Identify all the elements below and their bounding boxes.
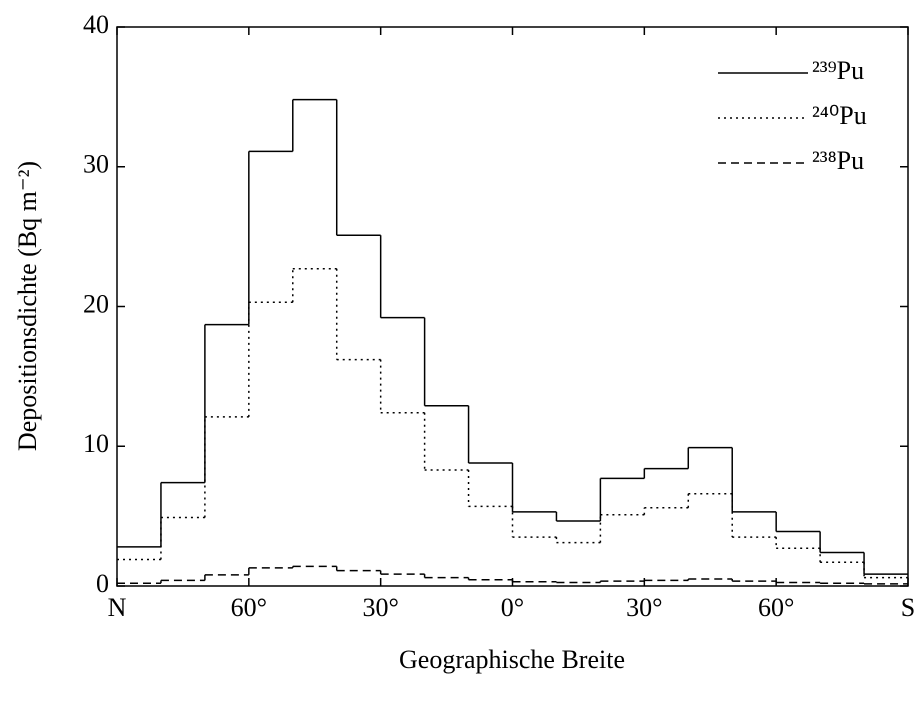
x-axis-label: Geographische Breite — [399, 645, 625, 674]
x-tick-label: S — [901, 593, 915, 622]
x-tick-label: 0° — [501, 593, 524, 622]
legend-label: ²³⁸Pu — [812, 146, 864, 175]
x-tick-label: 60° — [758, 593, 794, 622]
x-tick-label: 60° — [231, 593, 267, 622]
y-tick-label: 20 — [83, 289, 109, 318]
y-tick-label: 10 — [83, 429, 109, 458]
legend-label: ²⁴⁰Pu — [812, 101, 867, 130]
x-tick-label: N — [108, 593, 127, 622]
y-tick-label: 40 — [83, 10, 109, 39]
x-tick-label: 30° — [362, 593, 398, 622]
y-tick-label: 30 — [83, 150, 109, 179]
legend-label: ²³⁹Pu — [812, 56, 864, 85]
y-axis-label: Depositionsdichte (Bq m⁻²) — [13, 161, 42, 451]
x-tick-label: 30° — [626, 593, 662, 622]
y-tick-label: 0 — [96, 569, 109, 598]
